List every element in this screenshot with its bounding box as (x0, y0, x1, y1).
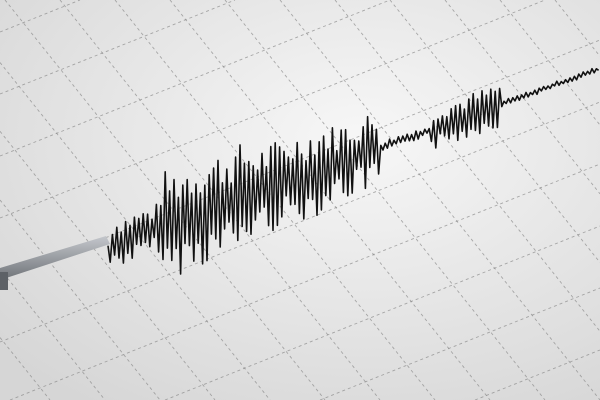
grid-line (224, 0, 546, 400)
grid-line (114, 0, 436, 400)
grid-line (169, 0, 491, 400)
grid-line (0, 0, 81, 33)
grid-line (319, 287, 600, 400)
grid-line (444, 0, 600, 195)
grid-line (389, 0, 600, 263)
grid-line (0, 0, 391, 157)
grid-line (279, 0, 600, 400)
grid-line (0, 0, 236, 95)
grid-line (499, 0, 600, 126)
grid-line (164, 225, 600, 400)
grid-line (59, 0, 381, 400)
grid-line (334, 0, 600, 332)
stylus (0, 236, 110, 290)
grid-line (0, 199, 161, 400)
seismic-trace (107, 67, 600, 275)
grid-line (554, 0, 600, 57)
grid-line (474, 349, 600, 400)
grid-line (4, 0, 326, 400)
grid-line (0, 0, 546, 219)
grid-line (0, 268, 106, 400)
grid-line (9, 163, 600, 400)
grid-line (0, 337, 51, 400)
